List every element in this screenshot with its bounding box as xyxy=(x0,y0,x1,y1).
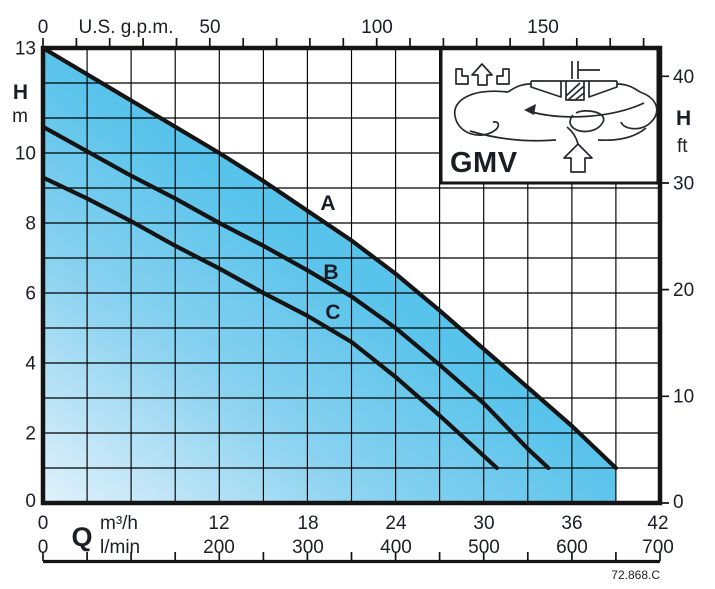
right-axis-ticks xyxy=(660,75,669,504)
pump-flow-schematic-icon xyxy=(453,61,658,173)
left-tick-4: 4 xyxy=(25,354,36,375)
bottom-scale-bar-ticks xyxy=(42,552,661,561)
inset-panel: GMV xyxy=(439,46,660,185)
bottom-lmin-tick-600: 600 xyxy=(556,537,588,558)
left-tick-13: 13 xyxy=(15,39,36,60)
top-tick-150: 150 xyxy=(527,17,559,38)
bottom-m3h-tick-30: 30 xyxy=(473,513,494,534)
right-tick-20: 20 xyxy=(673,280,694,301)
bottom-lmin-unit: l/min xyxy=(100,537,140,558)
right-tick-0: 0 xyxy=(673,492,684,513)
bottom-lmin-tick-200: 200 xyxy=(203,537,235,558)
right-tick-10: 10 xyxy=(673,387,694,408)
left-tick-8: 8 xyxy=(25,214,36,235)
bottom-lmin-tick-300: 300 xyxy=(292,537,324,558)
bottom-m3h-tick-0: 0 xyxy=(38,513,49,534)
right-tick-40: 40 xyxy=(673,67,694,88)
right-axis-symbol: H xyxy=(676,107,691,130)
model-label: GMV xyxy=(450,147,518,179)
right-axis-unit: ft xyxy=(677,136,688,157)
top-axis-unit-label: U.S. g.p.m. xyxy=(78,17,173,38)
area-under-curve-a xyxy=(43,48,616,503)
curve-c-label: C xyxy=(325,301,340,324)
curves xyxy=(40,45,618,471)
left-axis-unit: m xyxy=(12,106,28,127)
bottom-m3h-unit: m³/h xyxy=(100,513,138,534)
top-tick-100: 100 xyxy=(361,17,393,38)
bottom-m3h-tick-42: 42 xyxy=(647,513,668,534)
bottom-m3h-tick-18: 18 xyxy=(297,513,318,534)
left-axis-symbol: H xyxy=(13,81,28,104)
top-axis-ticks xyxy=(42,38,645,48)
top-tick-50: 50 xyxy=(199,17,220,38)
curve-c xyxy=(40,175,499,471)
bottom-lmin-tick-0: 0 xyxy=(38,537,49,558)
bottom-axis-symbol: Q xyxy=(71,522,92,552)
right-tick-30: 30 xyxy=(673,174,694,195)
bottom-m3h-tick-36: 36 xyxy=(561,513,582,534)
left-tick-2: 2 xyxy=(25,424,36,445)
curve-a xyxy=(40,45,618,471)
left-tick-10: 10 xyxy=(15,144,36,165)
bottom-lmin-tick-400: 400 xyxy=(380,537,412,558)
bottom-m3h-tick-24: 24 xyxy=(385,513,407,534)
left-tick-0: 0 xyxy=(25,491,36,512)
left-tick-6: 6 xyxy=(25,284,36,305)
top-tick-0: 0 xyxy=(38,17,49,38)
bottom-lmin-tick-700: 700 xyxy=(642,537,674,558)
drawing-code: 72.868.C xyxy=(611,568,660,582)
curve-b-label: B xyxy=(323,261,338,284)
bottom-m3h-tick-12: 12 xyxy=(208,513,229,534)
plot-frame xyxy=(40,45,663,506)
curve-a-label: A xyxy=(320,192,335,215)
curve-b xyxy=(40,124,551,471)
bottom-lmin-tick-500: 500 xyxy=(468,537,500,558)
